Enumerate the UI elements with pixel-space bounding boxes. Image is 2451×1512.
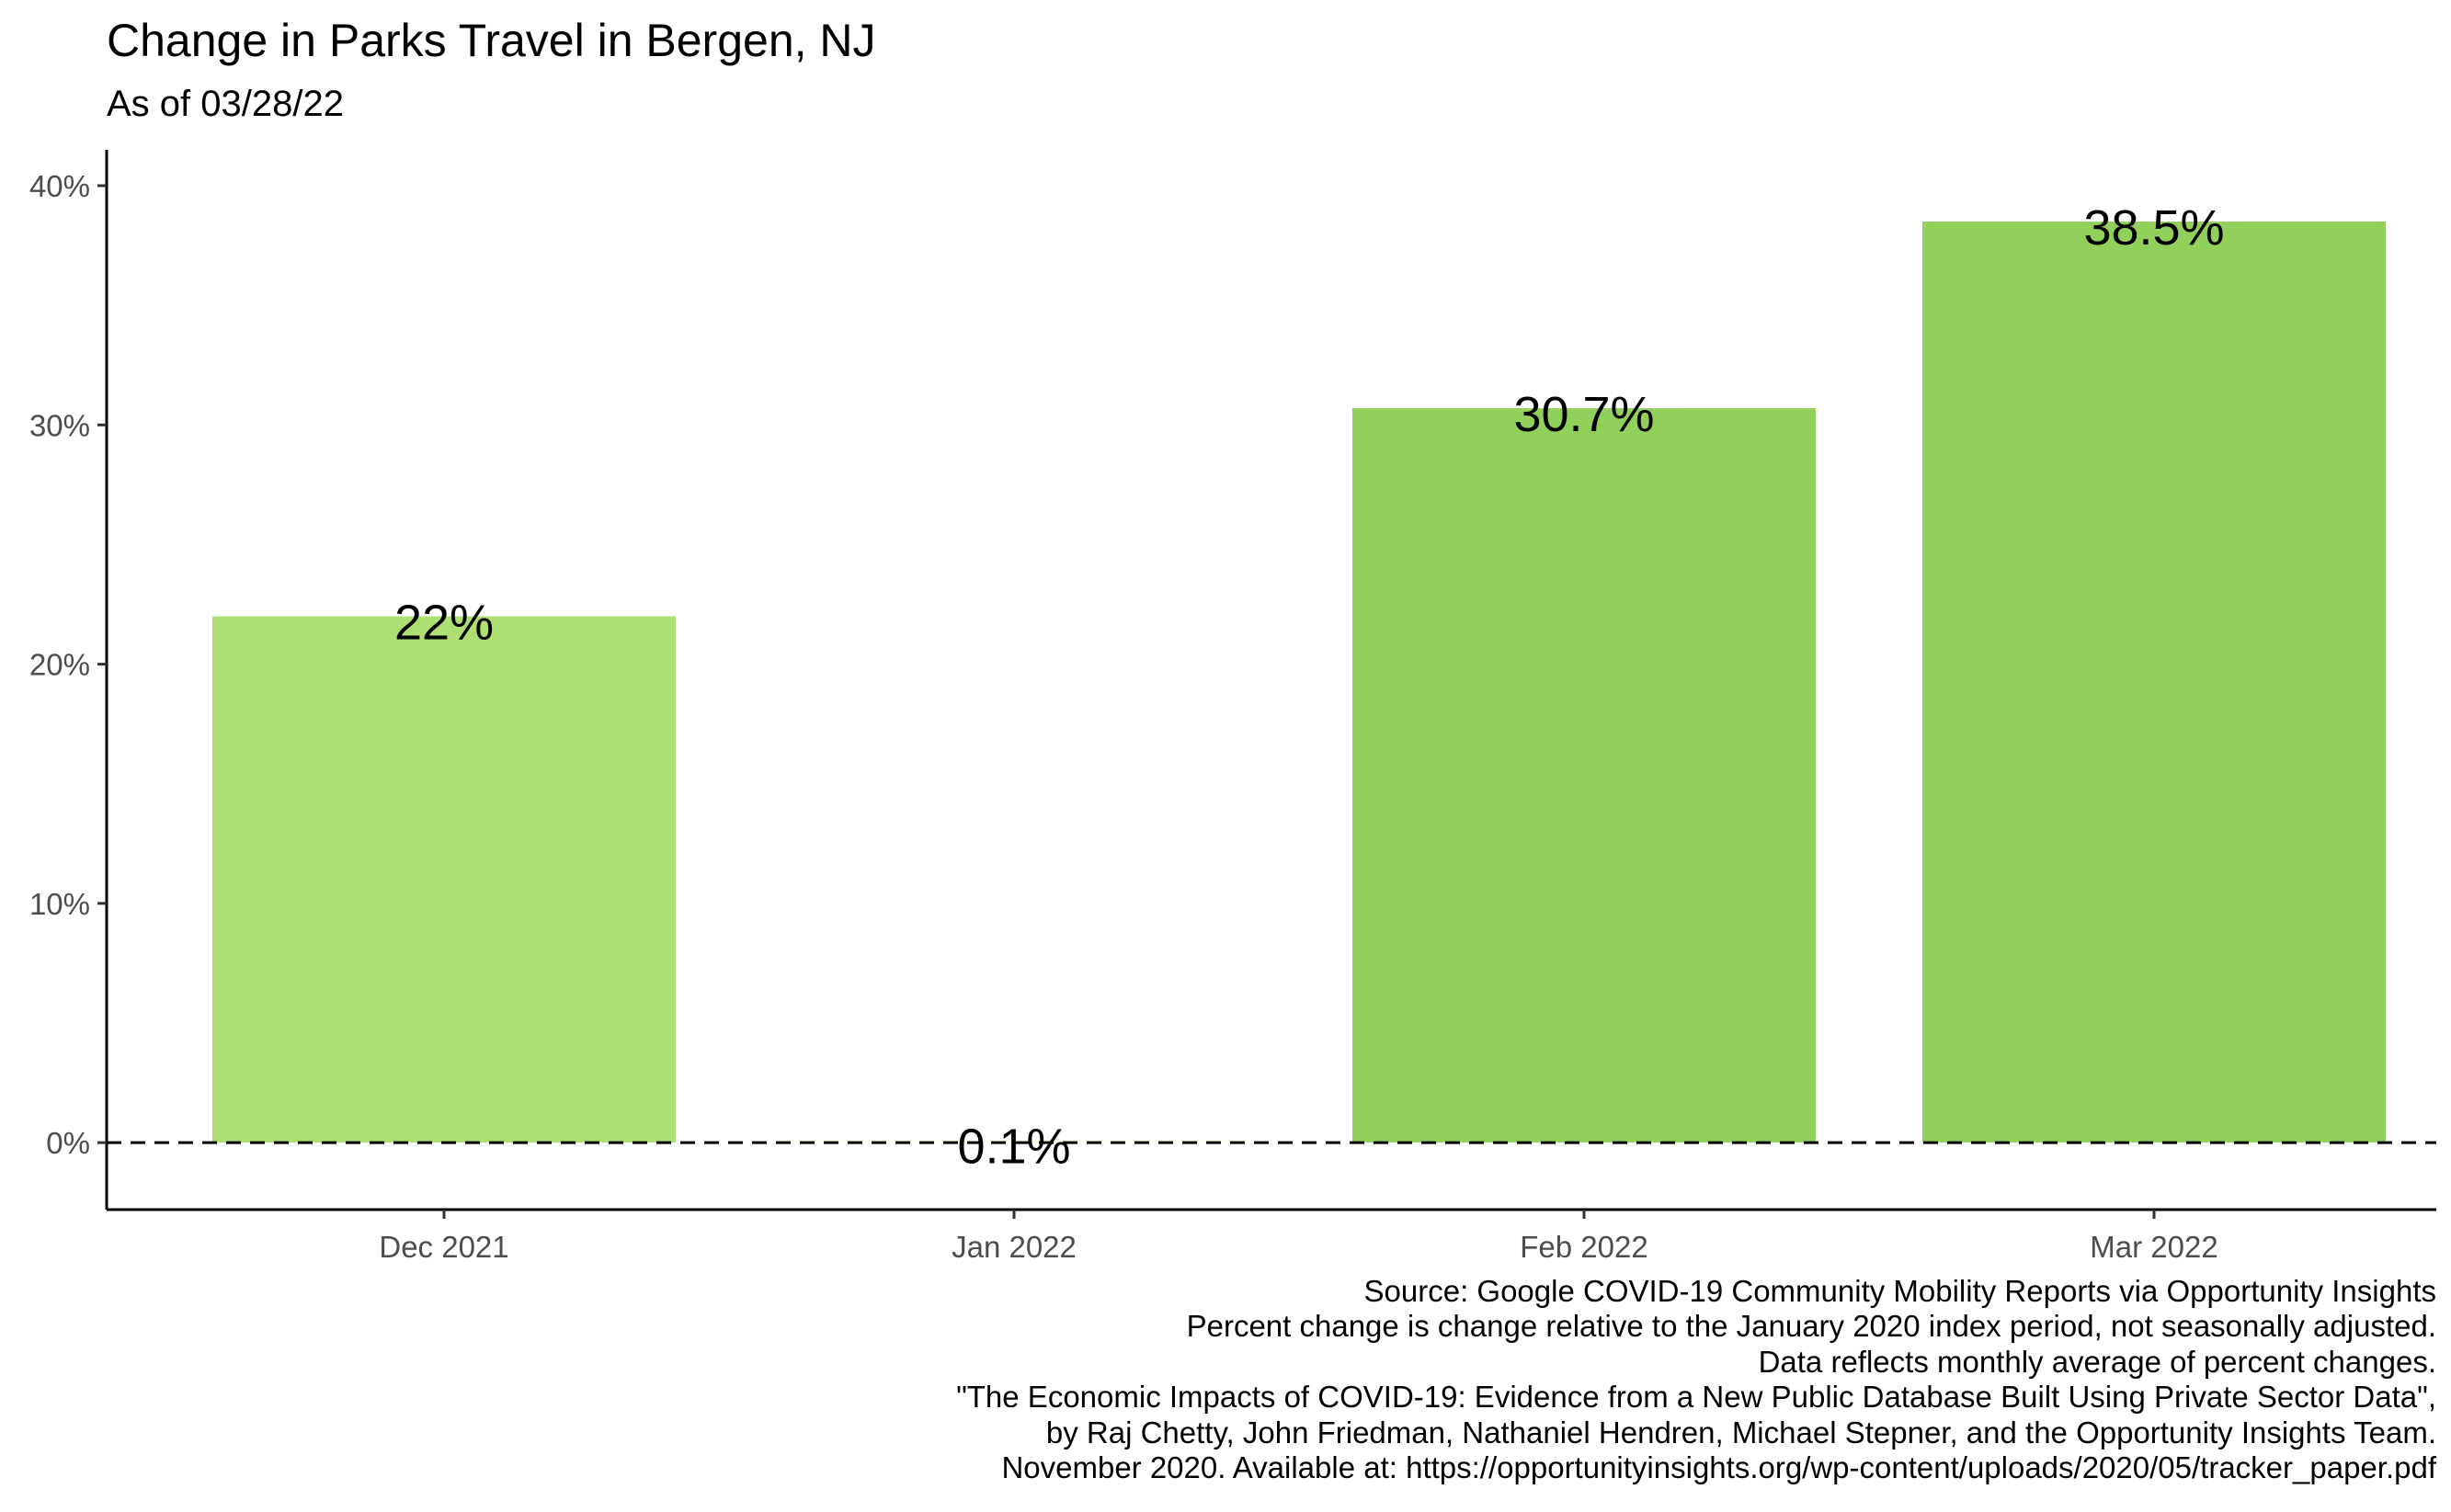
data-label: 38.5%	[2083, 200, 2224, 256]
data-label: 0.1%	[957, 1120, 1070, 1175]
y-tick-label: 30%	[29, 408, 90, 442]
data-label: 22%	[394, 596, 494, 651]
bars-group	[212, 222, 2386, 1143]
chart-caption: Source: Google COVID-19 Community Mobili…	[956, 1274, 2436, 1485]
y-tick-label: 40%	[29, 169, 90, 203]
bar	[1922, 222, 2386, 1143]
caption-line: Percent change is change relative to the…	[1186, 1309, 2436, 1344]
caption-line: November 2020. Available at: https://opp…	[1001, 1450, 2436, 1485]
bar	[212, 616, 676, 1143]
bar	[1352, 408, 1816, 1143]
y-axis-ticks: 0% 10% 20% 30% 40%	[29, 169, 107, 1160]
x-tick-label: Mar 2022	[2090, 1230, 2217, 1264]
chart-title: Change in Parks Travel in Bergen, NJ	[107, 15, 876, 66]
y-tick-label: 20%	[29, 648, 90, 682]
x-axis-ticks: Dec 2021 Jan 2022 Feb 2022 Mar 2022	[379, 1210, 2218, 1264]
chart-subtitle: As of 03/28/22	[107, 84, 344, 124]
caption-line: "The Economic Impacts of COVID-19: Evide…	[956, 1380, 2436, 1415]
bar	[782, 1140, 1246, 1143]
caption-line: Source: Google COVID-19 Community Mobili…	[1363, 1274, 2436, 1308]
caption-line: by Raj Chetty, John Friedman, Nathaniel …	[1045, 1415, 2436, 1449]
y-tick-label: 0%	[46, 1126, 90, 1160]
x-tick-label: Dec 2021	[379, 1230, 508, 1264]
caption-line: Data reflects monthly average of percent…	[1758, 1344, 2436, 1379]
data-label: 30.7%	[1513, 387, 1654, 442]
y-tick-label: 10%	[29, 887, 90, 921]
x-tick-label: Jan 2022	[952, 1230, 1077, 1264]
data-labels-group: 22% 0.1% 30.7% 38.5%	[394, 200, 2225, 1174]
x-tick-label: Feb 2022	[1520, 1230, 1647, 1264]
